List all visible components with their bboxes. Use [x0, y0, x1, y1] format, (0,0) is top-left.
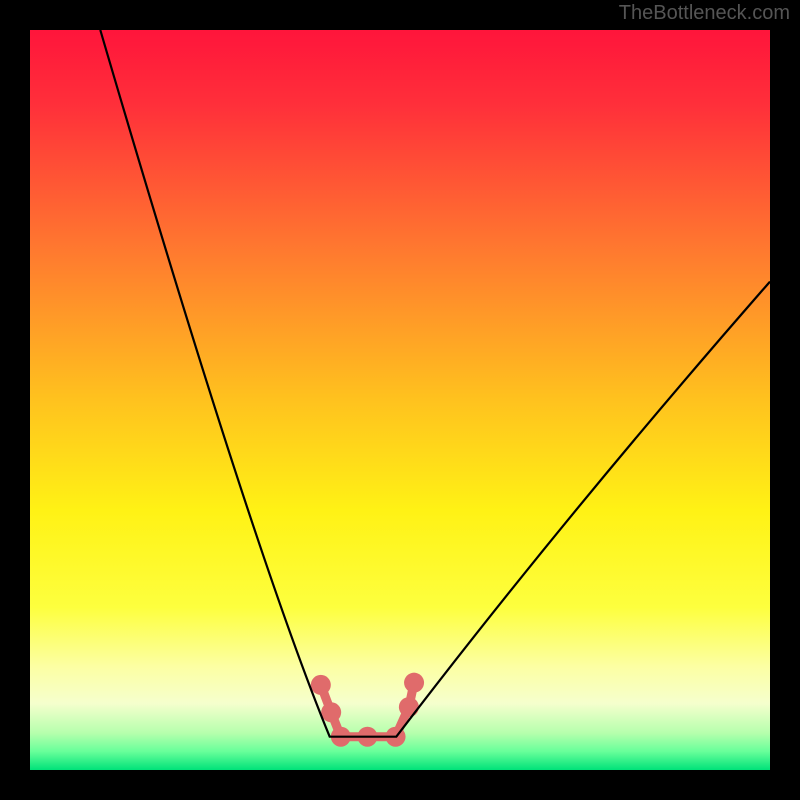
bottleneck-chart: [0, 0, 800, 800]
marker-dot: [404, 673, 424, 693]
plot-background: [30, 30, 770, 770]
marker-dot: [321, 702, 341, 722]
marker-dot: [399, 697, 419, 717]
marker-dot: [311, 675, 331, 695]
watermark-text: TheBottleneck.com: [619, 2, 790, 25]
